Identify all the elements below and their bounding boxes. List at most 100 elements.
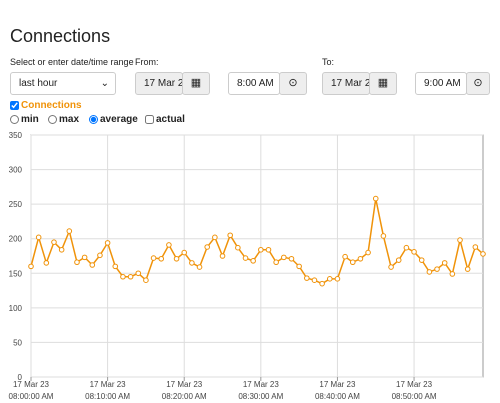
x-tick-time: 08:20:00 AM bbox=[162, 392, 207, 401]
data-point bbox=[51, 239, 57, 245]
data-point bbox=[296, 263, 302, 270]
x-tick-label: 17 Mar 23 08:20:00 AM bbox=[162, 380, 207, 401]
data-point bbox=[204, 244, 211, 250]
data-point bbox=[265, 246, 272, 253]
range-value: last hour bbox=[19, 78, 58, 89]
data-point bbox=[250, 258, 256, 264]
x-tick-time: 08:10:00 AM bbox=[85, 392, 130, 401]
data-point bbox=[135, 270, 142, 277]
data-point bbox=[434, 266, 440, 272]
x-tick-label: 17 Mar 23 08:30:00 AM bbox=[238, 380, 283, 401]
y-tick-label: 250 bbox=[9, 200, 23, 209]
series-checkbox-label: Connections bbox=[21, 100, 82, 111]
y-tick-label: 200 bbox=[9, 235, 23, 244]
mode-radio[interactable] bbox=[48, 115, 57, 124]
data-point bbox=[196, 264, 203, 270]
dropdown-arrow: ⌄ bbox=[100, 78, 109, 89]
chart: 0 50 100 150 200 250 300 350 17 Mar 23 08:00:00 A… bbox=[9, 131, 486, 401]
data-point bbox=[173, 255, 180, 262]
mode-label: max bbox=[59, 114, 80, 125]
y-tick-label: 50 bbox=[13, 338, 22, 347]
range-label: Select or enter date/time range bbox=[10, 57, 134, 67]
data-point bbox=[380, 233, 387, 239]
data-point bbox=[480, 251, 486, 257]
data-point bbox=[388, 264, 394, 270]
to-date[interactable]: 17 Mar 23 bbox=[322, 72, 370, 95]
from-time[interactable]: 8:00 AM bbox=[228, 72, 280, 95]
data-point bbox=[319, 280, 325, 287]
data-point bbox=[28, 263, 34, 270]
to-time[interactable]: 9:00 AM bbox=[415, 72, 467, 95]
from-clock-button[interactable]: ⊙ bbox=[279, 72, 307, 95]
data-point bbox=[112, 263, 119, 270]
data-point bbox=[372, 195, 379, 202]
x-tick-time: 08:50:00 AM bbox=[392, 392, 437, 401]
x-tick-date: 17 Mar 23 bbox=[243, 380, 280, 389]
x-tick-time: 08:00:00 AM bbox=[9, 392, 54, 401]
mode-average: average bbox=[89, 114, 138, 125]
mode-checkbox[interactable] bbox=[145, 115, 154, 124]
x-tick-date: 17 Mar 23 bbox=[396, 380, 433, 389]
data-point bbox=[189, 260, 195, 266]
x-tick-date: 17 Mar 23 bbox=[90, 380, 127, 389]
y-tick-label: 100 bbox=[9, 304, 23, 313]
data-point bbox=[66, 228, 73, 234]
to-clock-button[interactable]: ⊙ bbox=[466, 72, 490, 95]
range-select[interactable]: last hour ⌄ bbox=[10, 72, 116, 95]
from-calendar-button[interactable]: ▦ bbox=[182, 72, 210, 95]
data-point bbox=[342, 253, 348, 260]
data-point bbox=[227, 232, 233, 239]
data-point bbox=[418, 257, 425, 263]
data-point bbox=[449, 271, 456, 277]
data-point bbox=[411, 249, 417, 255]
data-point bbox=[395, 257, 402, 263]
x-tick-label: 17 Mar 23 08:00:00 AM bbox=[9, 380, 54, 401]
data-point bbox=[219, 253, 226, 259]
mode-min: min bbox=[10, 114, 39, 125]
series-checkbox[interactable] bbox=[10, 101, 19, 110]
data-point bbox=[349, 259, 356, 266]
data-point bbox=[166, 242, 172, 248]
data-point bbox=[158, 255, 165, 262]
mode-label: actual bbox=[156, 114, 185, 125]
data-point bbox=[273, 259, 279, 266]
data-point bbox=[181, 249, 188, 256]
y-tick-label: 150 bbox=[9, 269, 23, 278]
data-point bbox=[457, 237, 463, 243]
x-tick-label: 17 Mar 23 08:40:00 AM bbox=[315, 380, 360, 401]
data-point bbox=[334, 276, 341, 282]
x-tick-label: 17 Mar 23 08:10:00 AM bbox=[85, 380, 130, 401]
from-label: From: bbox=[135, 57, 159, 67]
mode-radio[interactable] bbox=[89, 115, 98, 124]
data-point bbox=[288, 255, 295, 262]
y-tick-label: 300 bbox=[9, 166, 23, 175]
data-point bbox=[143, 277, 149, 283]
series-toggle: Connections bbox=[10, 100, 82, 111]
x-tick-date: 17 Mar 23 bbox=[166, 380, 203, 389]
to-calendar-button[interactable]: ▦ bbox=[369, 72, 397, 95]
x-tick-label: 17 Mar 23 08:50:00 AM bbox=[392, 380, 437, 401]
data-point bbox=[365, 249, 371, 256]
mode-label: min bbox=[21, 114, 39, 125]
mode-max: max bbox=[48, 114, 79, 125]
data-point bbox=[357, 255, 364, 262]
data-point bbox=[303, 275, 310, 281]
mode-radio[interactable] bbox=[10, 115, 19, 124]
data-point bbox=[150, 255, 157, 261]
data-point bbox=[326, 276, 333, 282]
data-point bbox=[212, 234, 218, 241]
data-point bbox=[127, 273, 134, 280]
mode-label: average bbox=[100, 114, 138, 125]
data-point bbox=[43, 260, 50, 266]
x-tick-time: 08:30:00 AM bbox=[238, 392, 283, 401]
data-point bbox=[58, 246, 65, 253]
data-point bbox=[81, 254, 88, 261]
x-tick-date: 17 Mar 23 bbox=[319, 380, 356, 389]
y-tick-label: 350 bbox=[9, 131, 23, 140]
data-point bbox=[97, 252, 103, 259]
data-point bbox=[104, 240, 111, 246]
data-point bbox=[89, 262, 96, 268]
from-date[interactable]: 17 Mar 23 bbox=[135, 72, 183, 95]
mode-actual: actual bbox=[145, 114, 185, 125]
